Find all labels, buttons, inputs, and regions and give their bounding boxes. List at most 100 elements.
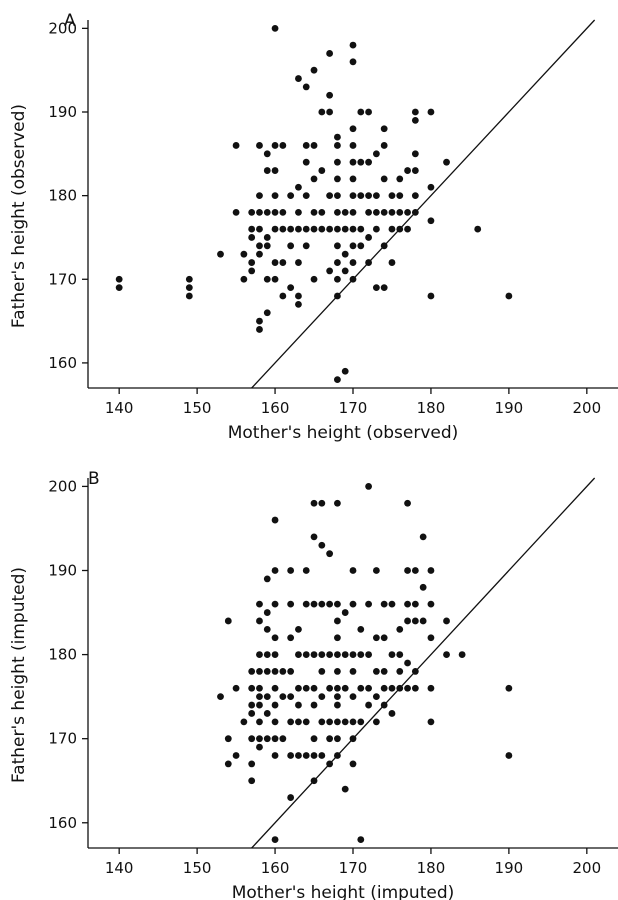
data-point — [248, 225, 256, 233]
data-point — [271, 167, 279, 174]
data-point — [185, 292, 193, 300]
data-point — [365, 684, 372, 692]
data-point — [334, 158, 341, 166]
data-point — [341, 609, 349, 616]
data-point — [349, 192, 357, 200]
data-point — [248, 777, 256, 785]
data-point — [404, 684, 411, 692]
data-point — [326, 192, 334, 200]
data-point — [310, 752, 318, 759]
data-point — [404, 659, 411, 667]
data-point — [271, 701, 279, 709]
data-point — [115, 284, 123, 292]
data-point — [349, 600, 357, 608]
data-point — [334, 668, 341, 675]
data-point — [271, 600, 279, 608]
data-point — [411, 617, 419, 625]
data-point — [310, 651, 318, 658]
data-point — [474, 225, 482, 233]
data-point — [326, 225, 334, 233]
data-point — [310, 533, 318, 541]
data-point — [295, 651, 302, 658]
data-point — [310, 175, 318, 183]
data-point — [443, 651, 450, 658]
data-point — [334, 735, 341, 743]
data-point — [318, 108, 326, 116]
data-point — [334, 684, 341, 692]
data-point — [287, 225, 295, 233]
data-point — [372, 208, 380, 216]
data-point — [349, 259, 357, 266]
data-point — [334, 634, 341, 642]
data-point — [115, 275, 123, 283]
identity-line — [251, 477, 596, 849]
data-point — [349, 225, 357, 233]
data-point — [271, 192, 279, 200]
y-axis-title: Father's height (observed) — [9, 104, 29, 328]
data-point — [287, 668, 295, 675]
data-point — [326, 718, 334, 726]
data-point — [372, 284, 380, 292]
data-point — [263, 575, 271, 583]
data-point — [334, 292, 341, 300]
data-point — [263, 710, 271, 717]
data-point — [396, 651, 404, 658]
data-point — [256, 651, 263, 658]
data-point — [295, 208, 302, 216]
data-point — [310, 142, 318, 149]
data-point — [341, 367, 349, 375]
data-point — [318, 167, 326, 174]
data-point — [404, 208, 411, 216]
x-tick-label: 150 — [183, 859, 212, 877]
data-point — [256, 142, 263, 149]
data-point — [263, 735, 271, 743]
data-point — [372, 225, 380, 233]
data-point — [357, 242, 365, 250]
data-point — [263, 150, 271, 158]
data-point — [365, 701, 372, 709]
data-point — [248, 668, 256, 675]
data-point — [217, 693, 224, 701]
data-point — [302, 242, 310, 250]
data-point — [349, 693, 357, 701]
data-point — [341, 267, 349, 275]
data-point — [310, 208, 318, 216]
data-point — [326, 651, 334, 658]
data-point — [365, 108, 372, 116]
data-point — [248, 267, 256, 275]
data-point — [357, 718, 365, 726]
y-tick-label: 180 — [48, 646, 77, 664]
data-point — [341, 785, 349, 793]
data-point — [271, 836, 279, 843]
data-point — [349, 718, 357, 726]
data-point — [318, 600, 326, 608]
data-point — [334, 275, 341, 283]
data-point — [302, 684, 310, 692]
data-point — [388, 225, 396, 233]
panel-b: 140 150 160 170 180 190 200 160 170 180 190 200 B Mot… — [9, 469, 618, 900]
data-point — [295, 300, 302, 308]
data-point — [302, 158, 310, 166]
data-point — [341, 651, 349, 658]
data-point — [326, 108, 334, 116]
data-point — [365, 158, 372, 166]
data-point — [427, 183, 435, 191]
identity-line — [251, 19, 596, 389]
data-point — [349, 125, 357, 133]
data-point — [443, 617, 450, 625]
data-point — [224, 617, 232, 625]
data-point — [380, 600, 388, 608]
data-point — [380, 684, 388, 692]
data-point — [271, 208, 279, 216]
data-point — [396, 684, 404, 692]
data-point — [310, 66, 318, 74]
data-point — [310, 600, 318, 608]
data-point — [185, 275, 193, 283]
data-point — [318, 499, 326, 507]
data-point — [263, 693, 271, 701]
data-point — [256, 242, 263, 250]
data-point — [271, 259, 279, 266]
panel-label: B — [88, 469, 100, 489]
data-point — [334, 752, 341, 759]
